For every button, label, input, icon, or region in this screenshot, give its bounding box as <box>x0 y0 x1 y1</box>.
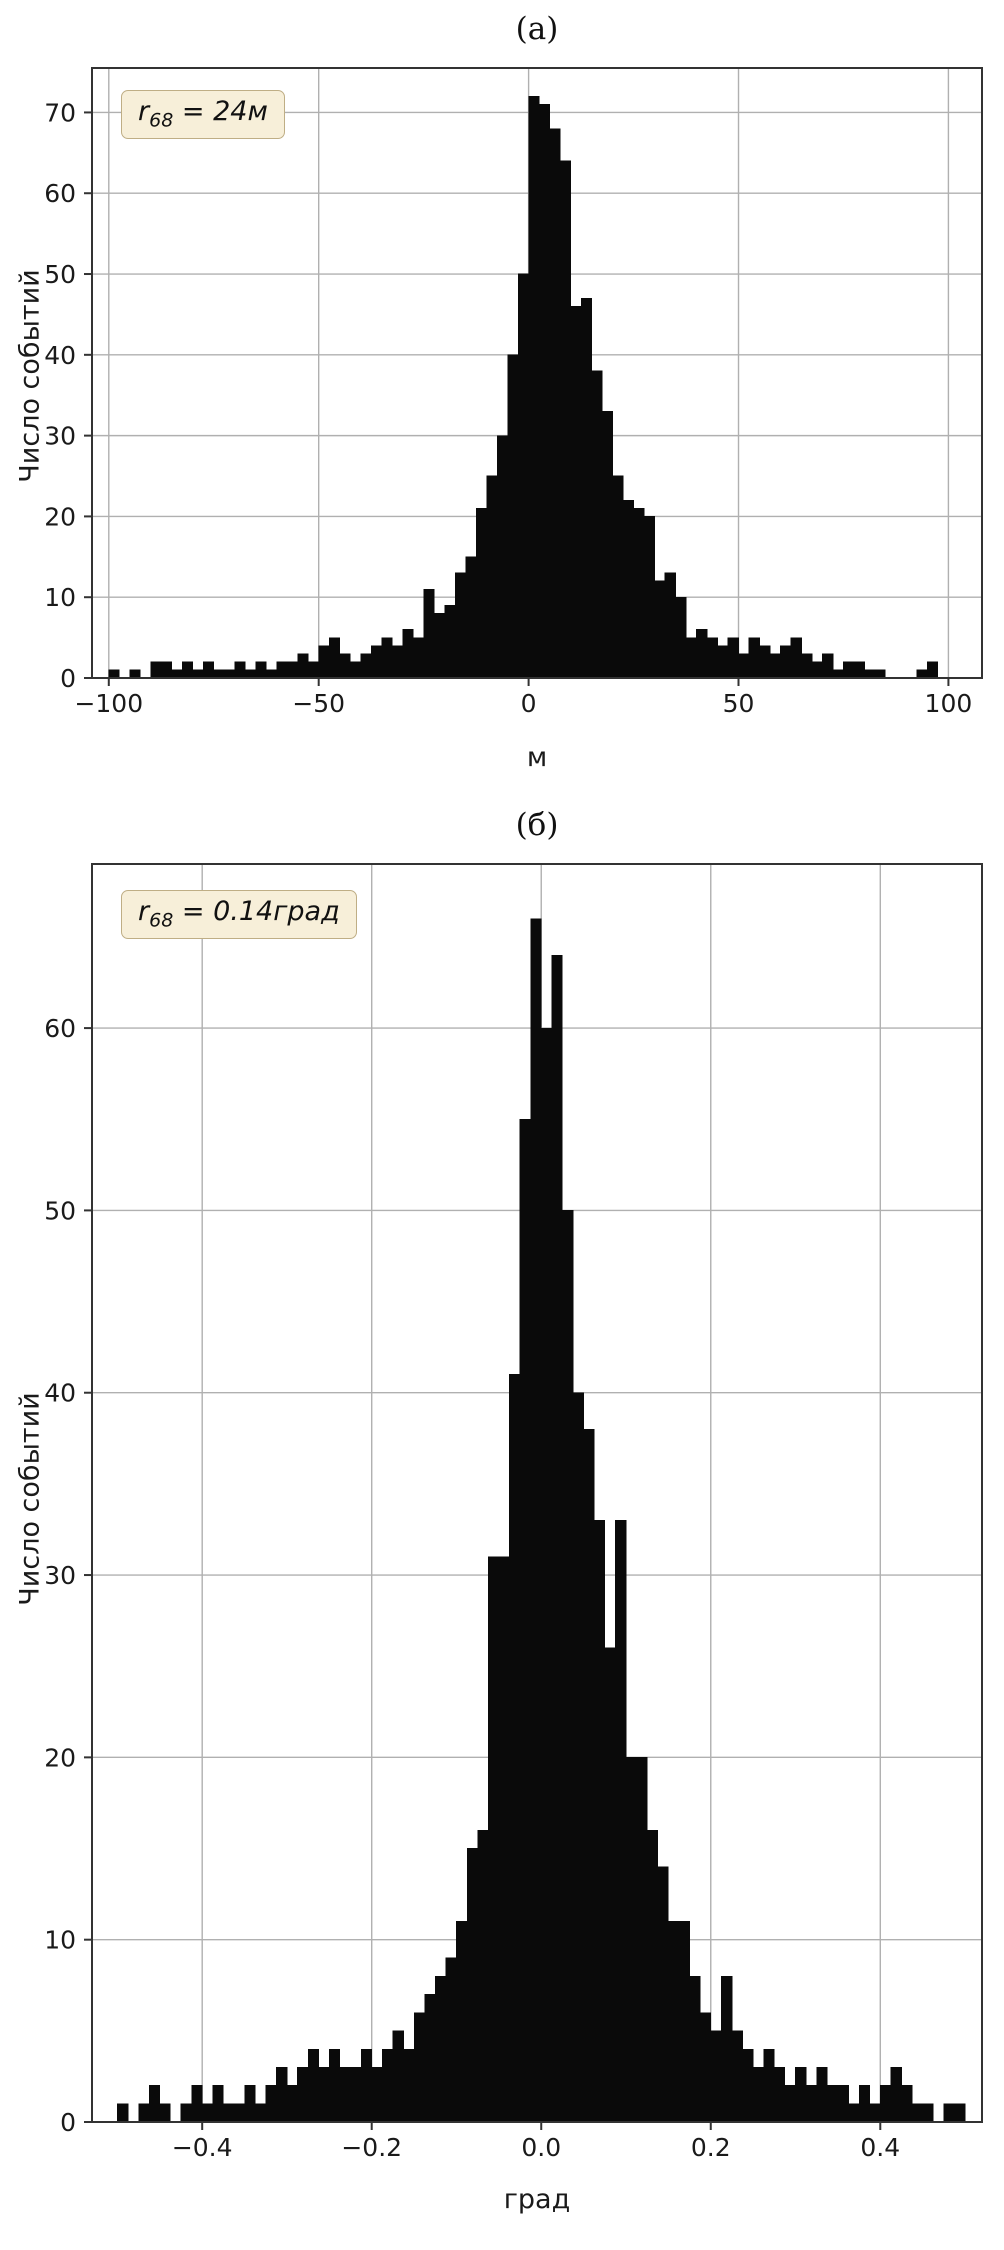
y-tick-label: 20 <box>44 502 76 531</box>
y-tick-label: 60 <box>44 179 76 208</box>
y-tick-label: 70 <box>44 98 76 127</box>
y-tick-label: 10 <box>44 1926 76 1955</box>
x-tick-label: 0.0 <box>521 2133 561 2162</box>
histogram-bars <box>117 918 966 2123</box>
histogram-bars <box>108 95 939 679</box>
x-tick-label: −0.2 <box>341 2133 402 2162</box>
y-tick-label: 0 <box>60 2108 76 2137</box>
x-tick-label: 0.2 <box>691 2133 731 2162</box>
tick-labels: −0.4 −0.2 0.0 0.2 0.4 0 10 20 30 40 50 60 <box>44 1014 900 2162</box>
x-tick-label: 0 <box>521 689 537 718</box>
annotation-symbol: r <box>138 896 150 927</box>
histogram-b-plot: −0.4 −0.2 0.0 0.2 0.4 0 10 20 30 40 50 60 <box>44 863 983 2162</box>
y-tick-label: 30 <box>44 1561 76 1590</box>
y-tick-label: 0 <box>60 664 76 693</box>
x-tick-label: −100 <box>74 689 143 718</box>
tick-marks <box>84 111 950 686</box>
x-tick-label: 50 <box>723 689 755 718</box>
panel-a: (а) −100 −50 0 50 100 0 10 20 30 40 50 60 70 м Число… <box>0 0 1004 800</box>
histogram-a-plot: −100 −50 0 50 100 0 10 20 30 40 50 60 70 <box>44 67 983 718</box>
annotation-symbol: r <box>138 96 150 127</box>
y-tick-label: 40 <box>44 341 76 370</box>
annotation-subscript: 68 <box>149 109 174 132</box>
x-axis-label-b: град <box>503 2184 571 2215</box>
y-tick-label: 40 <box>44 1379 76 1408</box>
y-tick-label: 10 <box>44 583 76 612</box>
x-axis-label-a: м <box>526 742 548 773</box>
y-tick-label: 60 <box>44 1014 76 1043</box>
x-tick-label: 100 <box>925 689 973 718</box>
x-tick-label: 0.4 <box>860 2133 900 2162</box>
tick-marks <box>84 1027 882 2130</box>
x-tick-label: −50 <box>292 689 345 718</box>
panel-b-title: (б) <box>515 807 559 843</box>
tick-labels: −100 −50 0 50 100 0 10 20 30 40 50 60 70 <box>44 98 972 718</box>
x-tick-label: −0.4 <box>172 2133 233 2162</box>
annotation-value: = 24м <box>173 96 268 127</box>
annotation-r68-b: r68 = 0.14град <box>121 890 357 940</box>
y-tick-label: 20 <box>44 1743 76 1772</box>
plot-border <box>91 67 983 679</box>
y-tick-label: 50 <box>44 260 76 289</box>
y-tick-label: 50 <box>44 1196 76 1225</box>
annotation-value: = 0.14град <box>173 896 340 927</box>
y-axis-label-a: Число событий <box>14 269 46 483</box>
y-axis-label-b: Число событий <box>14 1392 46 1606</box>
annotation-subscript: 68 <box>149 909 174 932</box>
panel-b: (б) −0.4 −0.2 0.0 0.2 0.4 0 10 20 30 40 50 60 град … <box>0 800 1004 2244</box>
plot-border <box>91 863 983 2123</box>
annotation-r68-a: r68 = 24м <box>121 90 285 140</box>
panel-a-title: (а) <box>515 11 559 47</box>
y-tick-label: 30 <box>44 422 76 451</box>
